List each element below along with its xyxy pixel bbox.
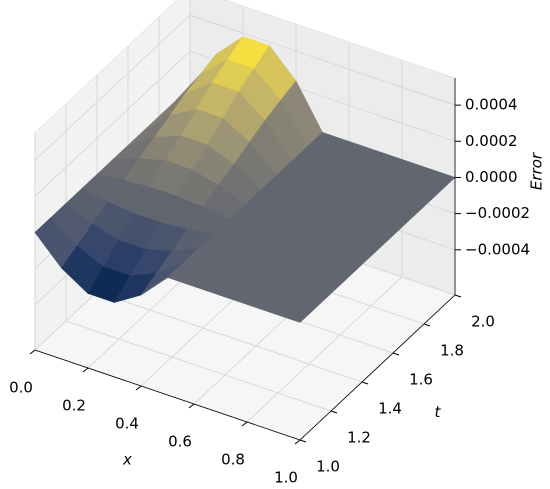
t-tick <box>299 439 307 443</box>
x-tick-label: 0.0 <box>9 379 33 397</box>
grid-line <box>34 50 191 197</box>
t-tick-label: 2.0 <box>471 313 495 331</box>
x-axis-label: x <box>122 451 132 469</box>
x-tick-label: 1.0 <box>274 469 298 487</box>
z-tick-label: 0.0002 <box>465 132 518 150</box>
t-tick <box>423 323 431 327</box>
t-tick <box>454 294 462 298</box>
x-tick <box>188 403 195 409</box>
x-tick <box>135 385 142 391</box>
t-tick <box>392 352 400 356</box>
x-tick <box>29 349 36 355</box>
x-tick-label: 0.2 <box>62 397 86 415</box>
t-tick-label: 1.6 <box>409 371 433 389</box>
t-tick-label: 1.2 <box>347 429 371 447</box>
t-axis-line <box>299 294 456 441</box>
grid-line <box>65 320 332 412</box>
t-tick-label: 1.8 <box>440 342 464 360</box>
z-tick-label: −0.0004 <box>465 240 530 258</box>
z-tick-label: −0.0002 <box>465 204 530 222</box>
x-axis-line <box>34 349 301 441</box>
z-tick-label: 0.0000 <box>465 168 518 186</box>
t-axis-label: t <box>435 403 442 421</box>
t-tick <box>330 410 338 414</box>
z-axis-label: Error <box>528 152 546 190</box>
grid-line <box>34 14 191 161</box>
grid-line <box>246 276 403 423</box>
grid-line <box>189 14 456 106</box>
grid-line <box>96 291 363 383</box>
z-tick-label: 0.0004 <box>465 96 518 114</box>
surface-face <box>272 298 317 323</box>
x-tick <box>241 421 248 427</box>
x-tick <box>294 439 301 445</box>
x-tick-label: 0.4 <box>115 415 139 433</box>
t-tick-label: 1.0 <box>316 458 340 476</box>
x-tick <box>82 367 89 373</box>
x-tick-label: 0.6 <box>168 433 192 451</box>
x-tick-label: 0.8 <box>221 451 245 469</box>
t-tick-label: 1.4 <box>378 400 402 418</box>
t-tick <box>361 381 369 385</box>
